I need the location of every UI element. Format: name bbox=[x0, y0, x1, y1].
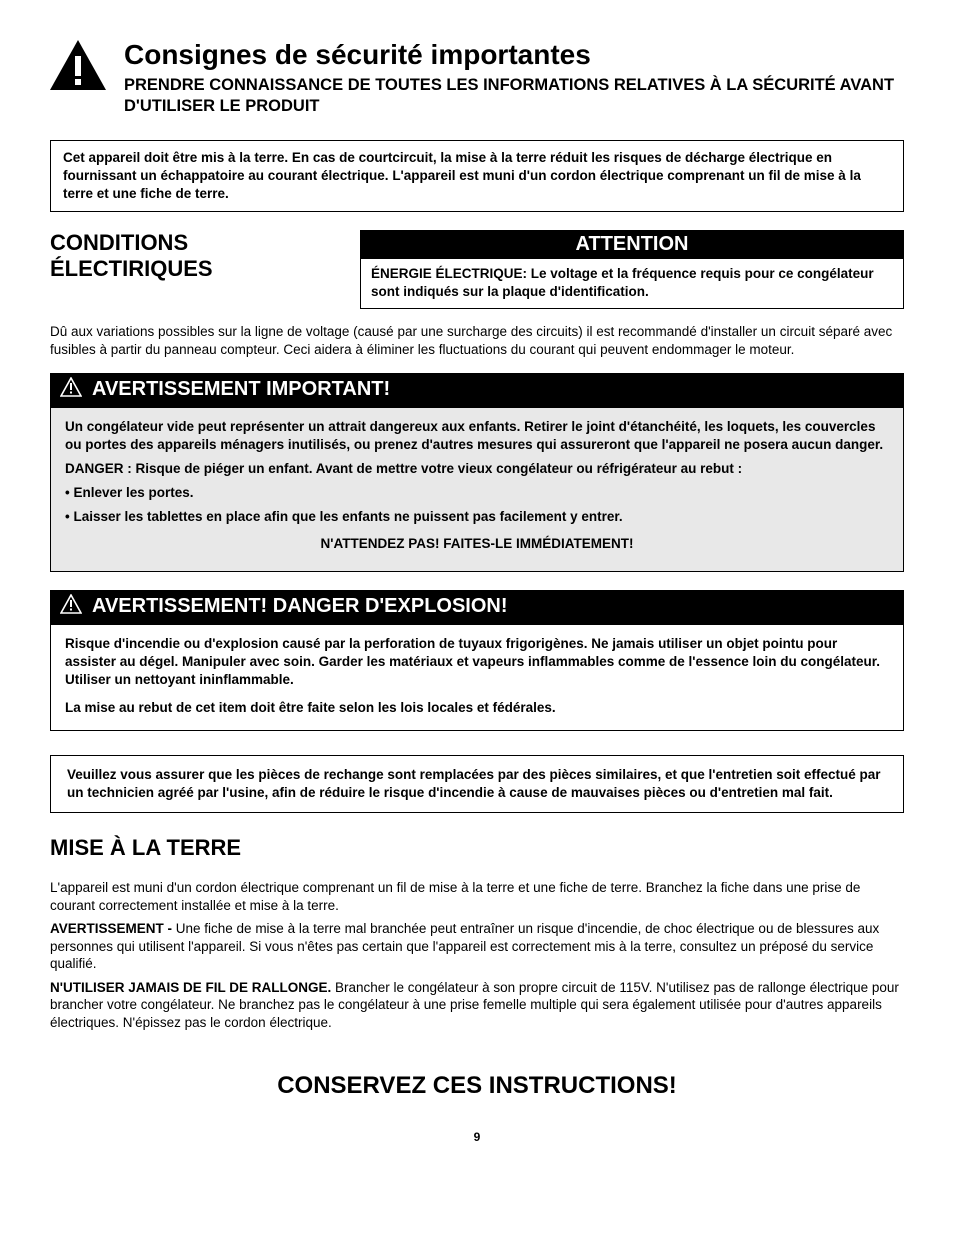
grounding-p2: AVERTISSEMENT - Une fiche de mise à la t… bbox=[50, 920, 904, 973]
electrical-row: CONDITIONS ÉLECTIRIQUES ATTENTION ÉNERGI… bbox=[50, 230, 904, 309]
warning-explosion-title: AVERTISSEMENT! DANGER D'EXPLOSION! bbox=[92, 595, 508, 618]
grounding-heading: MISE À LA TERRE bbox=[50, 835, 904, 861]
attention-box: ATTENTION ÉNERGIE ÉLECTRIQUE: Le voltage… bbox=[360, 230, 904, 309]
electrical-heading-col: CONDITIONS ÉLECTIRIQUES bbox=[50, 230, 330, 281]
main-subtitle: PRENDRE CONNAISSANCE DE TOUTES LES INFOR… bbox=[124, 75, 904, 118]
warning-important-bar: AVERTISSEMENT IMPORTANT! bbox=[50, 373, 904, 408]
grounding-p3-label: N'UTILISER JAMAIS DE FIL DE RALLONGE. bbox=[50, 980, 331, 995]
warning-explosion-box: Risque d'incendie ou d'explosion causé p… bbox=[50, 625, 904, 731]
attention-col: ATTENTION ÉNERGIE ÉLECTRIQUE: Le voltage… bbox=[360, 230, 904, 309]
electrical-heading: CONDITIONS ÉLECTIRIQUES bbox=[50, 230, 330, 281]
grounding-p3: N'UTILISER JAMAIS DE FIL DE RALLONGE. Br… bbox=[50, 979, 904, 1032]
attention-body: ÉNERGIE ÉLECTRIQUE: Le voltage et la fré… bbox=[361, 259, 903, 308]
replacement-box: Veuillez vous assurer que les pièces de … bbox=[50, 755, 904, 813]
warning-explosion-p2: La mise au rebut de cet item doit être f… bbox=[65, 699, 889, 717]
warning-important-b1: • Enlever les portes. bbox=[65, 484, 889, 502]
warning-important-title: AVERTISSEMENT IMPORTANT! bbox=[92, 378, 390, 401]
attention-header: ATTENTION bbox=[361, 231, 903, 259]
warning-important-p3: N'ATTENDEZ PAS! FAITES-LE IMMÉDIATEMENT! bbox=[65, 535, 889, 553]
warning-triangle-outline-icon bbox=[60, 377, 82, 403]
warning-important-b2: • Laisser les tablettes en place afin qu… bbox=[65, 508, 889, 526]
header-row: Consignes de sécurité importantes PRENDR… bbox=[50, 40, 904, 118]
page-number: 9 bbox=[50, 1130, 904, 1144]
replacement-text: Veuillez vous assurer que les pièces de … bbox=[67, 766, 887, 802]
warning-explosion-p1: Risque d'incendie ou d'explosion causé p… bbox=[65, 635, 889, 690]
warning-triangle-outline-icon bbox=[60, 594, 82, 620]
main-title: Consignes de sécurité importantes bbox=[124, 40, 904, 71]
electrical-paragraph: Dû aux variations possibles sur la ligne… bbox=[50, 323, 904, 358]
warning-important-p1: Un congélateur vide peut représenter un … bbox=[65, 418, 889, 454]
electrical-heading-l2: ÉLECTIRIQUES bbox=[50, 256, 213, 281]
warning-triangle-icon bbox=[50, 40, 106, 95]
save-instructions: CONSERVEZ CES INSTRUCTIONS! bbox=[50, 1072, 904, 1100]
grounding-intro-text: Cet appareil doit être mis à la terre. E… bbox=[63, 149, 891, 204]
grounding-p2-label: AVERTISSEMENT - bbox=[50, 921, 176, 936]
grounding-p1: L'appareil est muni d'un cordon électriq… bbox=[50, 879, 904, 914]
warning-important-box: Un congélateur vide peut représenter un … bbox=[50, 408, 904, 572]
grounding-intro-box: Cet appareil doit être mis à la terre. E… bbox=[50, 140, 904, 213]
warning-explosion-bar: AVERTISSEMENT! DANGER D'EXPLOSION! bbox=[50, 590, 904, 625]
electrical-heading-l1: CONDITIONS bbox=[50, 230, 188, 255]
header-text: Consignes de sécurité importantes PRENDR… bbox=[124, 40, 904, 118]
warning-important-p2: DANGER : Risque de piéger un enfant. Ava… bbox=[65, 460, 889, 478]
